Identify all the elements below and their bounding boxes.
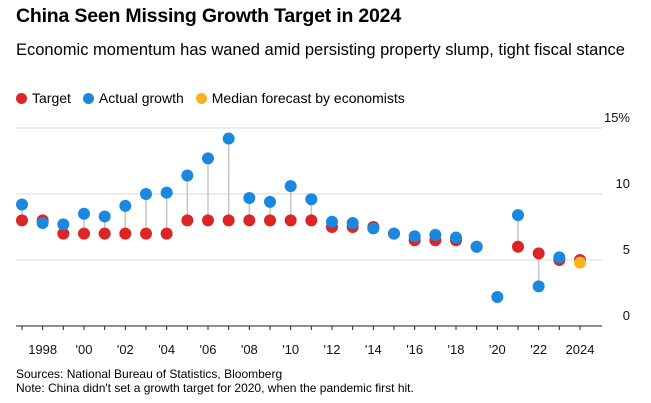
target-point — [119, 227, 132, 240]
footer: Sources: National Bureau of Statistics, … — [16, 367, 414, 395]
x-tick-label: '08 — [241, 342, 258, 357]
legend: Target Actual growth Median forecast by … — [16, 90, 417, 106]
legend-swatch-forecast — [195, 92, 207, 104]
chart-title: China Seen Missing Growth Target in 2024 — [16, 5, 401, 27]
legend-item-forecast: Median forecast by economists — [195, 90, 405, 106]
x-tick-label: '22 — [530, 342, 547, 357]
actual-point — [512, 209, 524, 222]
x-tick-label: '10 — [282, 342, 299, 357]
actual-point — [78, 207, 90, 220]
actual-point — [491, 290, 504, 303]
legend-item-actual: Actual growth — [82, 90, 184, 106]
actual-point — [119, 199, 132, 212]
x-axis: 1998 '00 '02 '04 '06 '08 '10 '12 '14 '16 '18 '20 '22… — [16, 325, 602, 357]
data-points — [16, 132, 586, 303]
x-tick-label: '00 — [76, 342, 93, 357]
actual-point — [532, 280, 545, 293]
y-tick-label: 5 — [623, 242, 630, 257]
target-point — [160, 227, 173, 240]
actual-point — [326, 215, 338, 228]
target-point — [98, 227, 111, 240]
actual-point — [408, 230, 421, 243]
actual-point — [57, 218, 70, 231]
target-point — [532, 247, 545, 260]
x-tick-label: 2024 — [566, 342, 595, 357]
actual-point — [429, 228, 442, 241]
actual-point — [388, 227, 400, 240]
target-point — [305, 214, 318, 227]
actual-point — [346, 217, 359, 230]
target-point — [202, 214, 214, 227]
legend-label-target: Target — [32, 90, 71, 106]
x-tick-label: '04 — [158, 342, 175, 357]
target-point — [243, 214, 256, 227]
x-tick-label: '02 — [117, 342, 134, 357]
actual-point — [264, 195, 276, 208]
actual-point — [222, 132, 235, 145]
actual-point — [450, 231, 462, 244]
actual-point — [243, 191, 256, 204]
target-point — [57, 227, 70, 240]
legend-swatch-actual — [82, 92, 94, 104]
y-tick-label: 0 — [623, 308, 630, 323]
sources-note: Sources: National Bureau of Statistics, … — [16, 367, 283, 381]
legend-label-actual: Actual growth — [98, 90, 184, 106]
y-tick-label: 15% — [604, 110, 630, 125]
target-point — [181, 214, 194, 227]
x-tick-label: '14 — [365, 342, 382, 357]
actual-point — [36, 217, 49, 230]
target-point — [284, 214, 297, 227]
y-tick-label: 10 — [616, 176, 630, 191]
target-point — [140, 227, 152, 240]
target-point — [78, 227, 90, 240]
legend-label-forecast: Median forecast by economists — [211, 90, 405, 106]
chart-subtitle: Economic momentum has waned amid persist… — [16, 41, 625, 59]
x-tick-label: '20 — [489, 342, 506, 357]
legend-swatch-target — [16, 92, 27, 104]
x-tick-label: '18 — [448, 342, 465, 357]
forecast-point — [574, 256, 586, 269]
target-point — [222, 214, 235, 227]
actual-point — [470, 240, 483, 253]
footnote: Note: China didn't set a growth target f… — [16, 381, 414, 395]
actual-point — [181, 169, 194, 182]
actual-point — [284, 180, 297, 193]
actual-point — [16, 198, 28, 211]
x-tick-label: 1998 — [28, 342, 57, 357]
x-tick-label: '06 — [200, 342, 217, 357]
actual-point — [553, 251, 566, 264]
y-axis-labels: 0 5 10 15% — [604, 110, 630, 323]
legend-item-target: Target — [16, 90, 71, 106]
actual-point — [140, 188, 152, 200]
actual-point — [98, 210, 111, 223]
actual-point — [367, 222, 380, 235]
actual-point — [160, 186, 173, 199]
target-point — [264, 214, 276, 227]
x-tick-label: '12 — [324, 342, 341, 357]
actual-point — [202, 152, 214, 165]
actual-point — [305, 193, 318, 206]
target-point — [16, 214, 28, 227]
x-tick-label: '16 — [406, 342, 423, 357]
target-point — [512, 240, 524, 253]
